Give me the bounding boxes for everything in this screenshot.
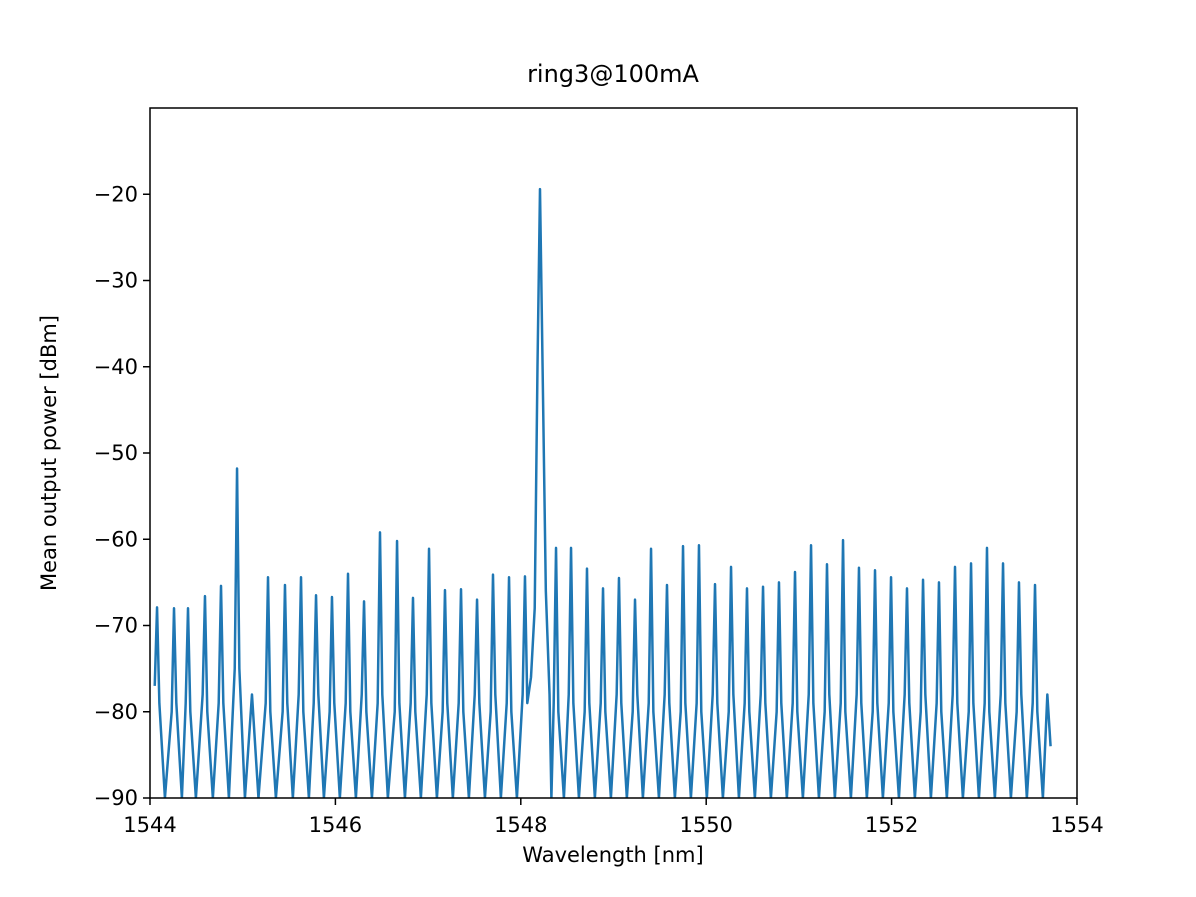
x-tick-label: 1546 bbox=[309, 813, 362, 837]
y-tick-label: −50 bbox=[94, 441, 138, 465]
x-tick-label: 1552 bbox=[865, 813, 918, 837]
x-tick-label: 1544 bbox=[123, 813, 176, 837]
spectrum-line bbox=[153, 187, 1052, 798]
y-tick-label: −80 bbox=[94, 700, 138, 724]
chart-title: ring3@100mA bbox=[527, 60, 699, 88]
x-tick-label: 1548 bbox=[494, 813, 547, 837]
y-tick-label: −40 bbox=[94, 355, 138, 379]
y-tick-label: −30 bbox=[94, 269, 138, 293]
x-axis-label: Wavelength [nm] bbox=[522, 843, 703, 867]
x-tick-label: 1554 bbox=[1050, 813, 1103, 837]
y-tick-label: −20 bbox=[94, 182, 138, 206]
y-tick-label: −60 bbox=[94, 527, 138, 551]
y-tick-label: −90 bbox=[94, 786, 138, 810]
y-tick-label: −70 bbox=[94, 614, 138, 638]
y-axis-label: Mean output power [dBm] bbox=[37, 315, 61, 591]
x-tick-label: 1550 bbox=[679, 813, 732, 837]
plot-area bbox=[153, 187, 1052, 798]
